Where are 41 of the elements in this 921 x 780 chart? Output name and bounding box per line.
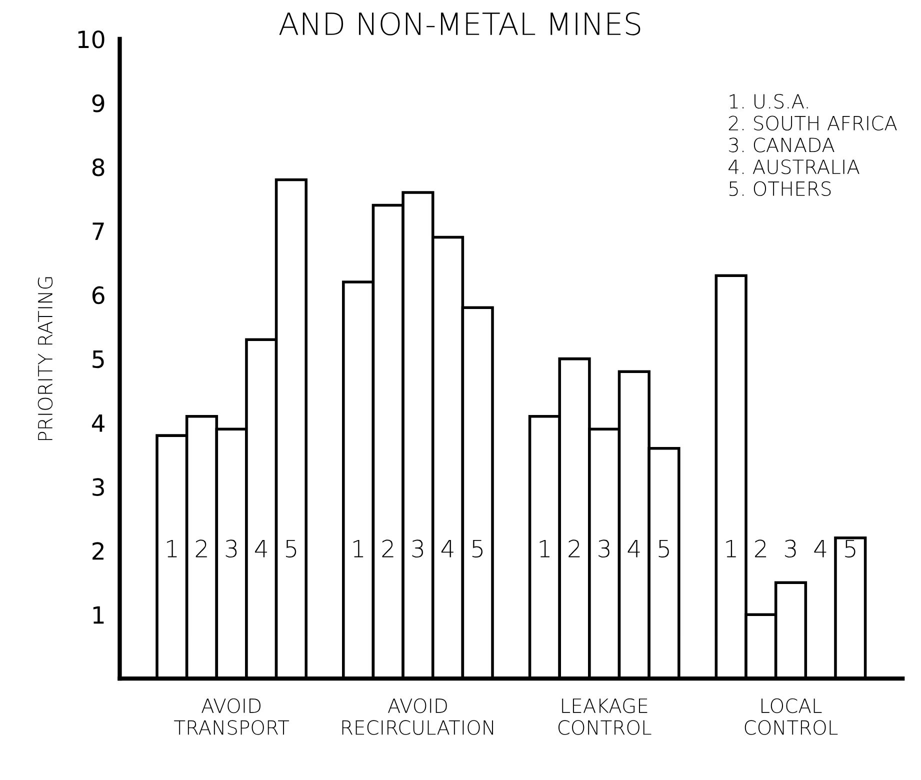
x-tick-label: LOCAL CONTROL [744, 698, 838, 735]
text: 4 [628, 540, 640, 558]
text: 5 [472, 540, 482, 558]
y-tick-label: 7 [92, 222, 104, 240]
y-tick-label: 8 [92, 158, 104, 176]
y-tick-label: 9 [92, 94, 104, 112]
text: 4 [814, 540, 826, 558]
y-tick-label: 10 [78, 30, 104, 48]
series-label: 2 [382, 540, 394, 558]
series-label: 1 [167, 540, 177, 558]
annotation: 2. SOUTH AFRICA [728, 116, 897, 130]
text: 1 [726, 540, 736, 558]
annotation: 3. CANADA [729, 138, 834, 152]
y-tick-label: 6 [92, 286, 104, 304]
series-label: 5 [845, 540, 856, 558]
y-tick-label: 3 [92, 478, 104, 496]
annotation: 1. U.S.A. [730, 94, 808, 109]
text: 1 [353, 540, 364, 558]
text: 2 [568, 540, 580, 558]
text: 5 [658, 540, 669, 558]
text: 2 [755, 540, 766, 558]
text: 3 [412, 540, 423, 558]
chart-title: AND NON-METAL MINES [279, 12, 640, 36]
annotation: 5. OTHERS [730, 181, 831, 196]
series-label: 3 [598, 540, 610, 558]
series-label: 4 [255, 540, 268, 558]
text: 2 [196, 540, 207, 558]
x-tick-label: AVOID TRANSPORT [174, 698, 290, 735]
y-tick-label: 5 [92, 350, 104, 368]
x-tick-label: LEAKAGE CONTROL [558, 698, 652, 735]
text: 3 [226, 540, 237, 558]
y-axis-title: PRIORITY RATING [38, 277, 53, 440]
annotation: 4. AUSTRALIA [728, 159, 860, 174]
y-tick-label: 4 [92, 414, 105, 432]
y-tick-label: 1 [93, 606, 104, 624]
y-tick-label: 2 [92, 542, 104, 560]
text: 1 [540, 540, 550, 558]
text: 4 [441, 540, 454, 558]
text: 3 [785, 540, 796, 558]
x-tick-label: AVOID RECIRCULATION [342, 698, 493, 735]
text: 5 [286, 540, 296, 558]
